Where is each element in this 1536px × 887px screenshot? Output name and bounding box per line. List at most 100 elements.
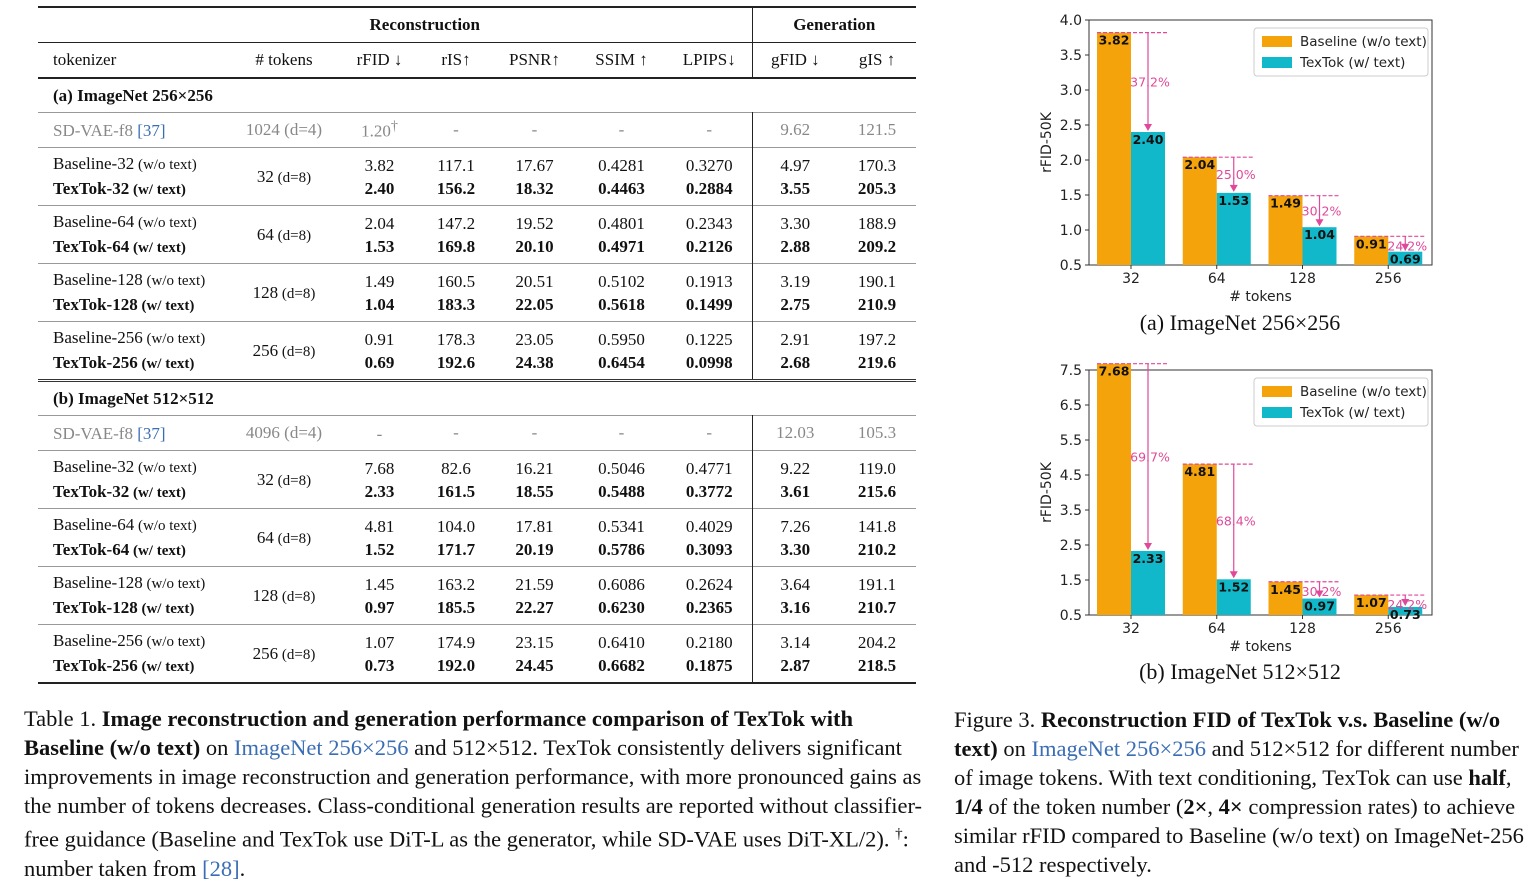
ref-gfid: 12.03 — [751, 415, 839, 451]
chart-256: 0.5 1.0 1.5 2.0 2.5 3.0 3.5 4.0 rFID-50K # tokens… — [1039, 13, 1433, 305]
plot-frame — [1088, 369, 1433, 616]
col-tokenizer: tokenizer — [53, 50, 117, 69]
x-tick-label: 64 — [1208, 621, 1226, 637]
psnr-cell: 21.59 22.27 — [493, 567, 576, 625]
results-table: Reconstruction Generation tokenizer # to… — [38, 6, 917, 684]
figure-caption-link[interactable]: ImageNet 256×256 — [1031, 736, 1206, 761]
baseline-gis: 188.9 — [857, 213, 897, 233]
baseline-sub: (w/o text) — [142, 272, 206, 289]
baseline-bar — [1354, 236, 1389, 265]
ref-psnr: - — [531, 120, 538, 139]
textok-gfid: 2.75 — [780, 294, 811, 314]
model-names: Baseline-64 (w/o text) TexTok-64 (w/ tex… — [38, 206, 228, 264]
gfid-cell: 7.26 3.30 — [751, 508, 839, 567]
textok-name: TexTok-128 (w/ text) — [53, 596, 228, 621]
textok-rfid: 0.97 — [364, 597, 395, 617]
rfid-cell: 2.04 1.53 — [340, 206, 419, 264]
lpips-cell: 0.1913 0.1499 — [667, 264, 752, 322]
tokens-count: 256 — [252, 340, 279, 360]
textok-lpips: 0.0998 — [685, 352, 733, 372]
x-axis-label: # tokens — [1229, 639, 1292, 655]
textok-psnr: 20.19 — [515, 539, 554, 559]
table-caption-link[interactable]: ImageNet 256×256 — [233, 735, 409, 760]
y-tick-label: 5.5 — [1060, 433, 1082, 449]
comparison-row: Baseline-32 (w/o text) TexTok-32 (w/ tex… — [38, 450, 917, 509]
section-header-row: (b) ImageNet 512×512 — [38, 380, 917, 416]
textok-bar-label: 2.40 — [1133, 132, 1164, 147]
figure-caption-label: Figure 3. — [954, 707, 1036, 732]
textok-main: TexTok-32 — [53, 178, 130, 198]
ref-gis: 121.5 — [857, 120, 897, 139]
col-rfid: rFID ↓ — [356, 50, 403, 69]
table-caption-text2: and 512×512. TexTok consistently deliver… — [24, 735, 923, 852]
textok-bar-label: 2.33 — [1133, 551, 1164, 566]
textok-sub: (w/ text) — [129, 239, 186, 256]
baseline-main: Baseline-128 — [53, 572, 143, 592]
tokens-count: 128 — [252, 282, 279, 302]
comparison-row: Baseline-32 (w/o text) TexTok-32 (w/ tex… — [38, 147, 917, 206]
tokens-cell: 64 (d=8) — [228, 206, 340, 264]
psnr-cell: 17.67 18.32 — [493, 148, 576, 206]
psnr-cell: 17.81 20.19 — [493, 509, 576, 567]
citation-link[interactable]: [28] — [202, 855, 240, 881]
ref-rfid: 1.20 — [361, 121, 391, 141]
textok-ssim: 0.5618 — [598, 294, 645, 314]
ref-name-cell: SD-VAE-f8 [37] — [38, 416, 228, 451]
ref-lpips: - — [706, 120, 713, 139]
ref-citation[interactable]: [37] — [137, 423, 166, 443]
figure-caption-text1: on — [997, 736, 1032, 761]
ref-gis: 105.3 — [857, 423, 897, 442]
baseline-ris: 117.1 — [437, 155, 475, 175]
comparison-row: Baseline-64 (w/o text) TexTok-64 (w/ tex… — [38, 508, 917, 567]
textok-gfid: 3.16 — [780, 597, 811, 617]
textok-sub: (w/ text) — [137, 600, 195, 617]
textok-ssim: 0.5488 — [598, 481, 645, 501]
rfid-cell: 4.81 1.52 — [340, 509, 419, 567]
y-tick-label: 2.5 — [1060, 538, 1082, 554]
generation-header: Generation — [751, 7, 917, 43]
ref-psnr: - — [531, 423, 538, 442]
reduction-label: 25.0% — [1216, 167, 1256, 182]
textok-main: TexTok-256 — [53, 655, 138, 675]
results-table-container: Reconstruction Generation tokenizer # to… — [38, 6, 917, 684]
textok-name: TexTok-64 (w/ text) — [53, 538, 228, 563]
rfid-cell: 1.07 0.73 — [340, 625, 419, 684]
baseline-psnr: 16.21 — [515, 458, 554, 478]
textok-lpips: 0.1875 — [685, 655, 733, 675]
col-tokens: # tokens — [255, 50, 313, 69]
table-caption-text4: . — [239, 855, 246, 881]
y-tick-label: 2.0 — [1060, 153, 1082, 169]
x-tick-label: 256 — [1375, 271, 1402, 287]
textok-rfid: 2.33 — [364, 481, 395, 501]
textok-psnr: 20.10 — [515, 236, 554, 256]
baseline-gis: 197.2 — [857, 329, 897, 349]
baseline-ris: 160.5 — [436, 271, 476, 291]
baseline-rfid: 1.07 — [364, 632, 395, 652]
baseline-sub: (w/o text) — [142, 633, 206, 650]
tokens-dim: (d=8) — [278, 646, 316, 663]
ref-name: SD-VAE-f8 — [53, 120, 133, 140]
textok-bar-label: 0.97 — [1304, 599, 1335, 614]
y-axis-label: rFID-50K — [1039, 111, 1055, 173]
textok-lpips: 0.2365 — [685, 597, 733, 617]
section-title: (a) ImageNet 256×256 — [53, 85, 213, 105]
ref-citation[interactable]: [37] — [137, 120, 166, 140]
textok-rfid: 0.69 — [364, 352, 395, 372]
baseline-psnr: 23.15 — [515, 632, 554, 652]
reduction-label: 30.2% — [1302, 584, 1342, 599]
textok-bar — [1131, 550, 1165, 615]
y-tick-label: 1.5 — [1060, 573, 1082, 589]
comparison-row: Baseline-256 (w/o text) TexTok-256 (w/ t… — [38, 321, 917, 381]
gis-cell: 188.9 209.2 — [838, 206, 916, 264]
baseline-bar — [1268, 195, 1303, 265]
textok-ris: 192.0 — [436, 655, 476, 675]
reduction-arrow-head — [1144, 542, 1152, 550]
reduction-label: 37.2% — [1130, 74, 1170, 89]
baseline-main: Baseline-64 — [53, 514, 135, 534]
tokens-count: 256 — [252, 643, 279, 663]
textok-gis: 215.6 — [857, 481, 897, 501]
baseline-sub: (w/o text) — [134, 156, 197, 173]
chart-512-title: (b) ImageNet 512×512 — [1139, 659, 1341, 684]
tokens-dim: (d=8) — [278, 343, 316, 360]
y-axis-label: rFID-50K — [1039, 461, 1055, 523]
